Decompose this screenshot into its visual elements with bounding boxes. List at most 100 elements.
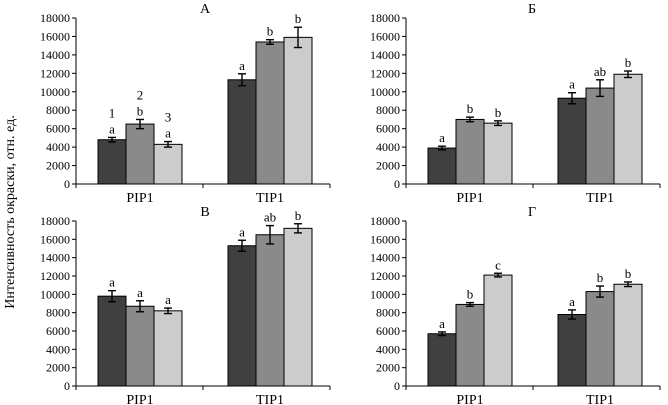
y-tick-label: 8000 xyxy=(46,306,70,320)
x-category-label: TIP1 xyxy=(256,393,284,405)
y-tick-label: 12000 xyxy=(40,269,70,283)
panel-title: А xyxy=(200,2,211,17)
bar xyxy=(153,310,183,387)
significance-label: b xyxy=(137,103,144,118)
bar xyxy=(455,118,485,185)
y-tick-label: 14000 xyxy=(40,48,70,62)
chart-panel-2: Б 0 2000 4000 6000 8000 10000 12000 14000 16000 18… xyxy=(370,2,661,206)
y-tick-label: 18000 xyxy=(370,214,400,228)
y-tick-label: 12000 xyxy=(370,66,400,80)
y-tick-label: 6000 xyxy=(46,324,70,338)
significance-label: ab xyxy=(264,210,276,225)
chart-panel-1: А 0 2000 4000 6000 8000 10000 12000 14000 16000 18… xyxy=(40,2,331,206)
y-tick-label: 10000 xyxy=(370,287,400,301)
bar xyxy=(97,139,127,185)
y-tick-label: 18000 xyxy=(40,214,70,228)
significance-label: a xyxy=(569,294,575,309)
y-tick-label: 18000 xyxy=(40,11,70,25)
y-tick-label: 2000 xyxy=(46,361,70,375)
y-tick-label: 16000 xyxy=(370,29,400,43)
bar xyxy=(255,41,285,185)
significance-label: b xyxy=(267,24,274,39)
y-tick-label: 16000 xyxy=(40,29,70,43)
bar xyxy=(255,234,285,387)
bar xyxy=(427,333,457,387)
series-number-label: 2 xyxy=(137,87,144,102)
y-tick-label: 10000 xyxy=(40,287,70,301)
bar xyxy=(283,227,313,387)
series-number-label: 1 xyxy=(109,105,116,120)
y-tick-label: 6000 xyxy=(376,122,400,136)
y-tick-label: 16000 xyxy=(40,232,70,246)
y-tick-label: 8000 xyxy=(376,306,400,320)
x-category-label: TIP1 xyxy=(586,191,614,206)
y-axis-label: Интенсивность окраски, отн. ед. xyxy=(3,115,18,308)
y-tick-label: 2000 xyxy=(46,159,70,173)
significance-label: b xyxy=(295,11,302,26)
bar xyxy=(585,291,615,387)
significance-label: a xyxy=(569,77,575,92)
y-tick-label: 14000 xyxy=(370,48,400,62)
significance-label: a xyxy=(439,130,445,145)
y-tick-label: 0 xyxy=(64,379,70,393)
significance-label: a xyxy=(439,316,445,331)
bar xyxy=(613,73,643,185)
significance-label: c xyxy=(495,257,501,272)
x-category-label: PIP1 xyxy=(126,393,153,405)
y-tick-label: 16000 xyxy=(370,232,400,246)
bar xyxy=(455,303,485,387)
significance-label: b xyxy=(467,287,474,302)
significance-label: b xyxy=(625,266,632,281)
bar xyxy=(557,97,587,185)
bar xyxy=(483,274,513,387)
significance-label: a xyxy=(165,126,171,141)
y-tick-label: 8000 xyxy=(376,103,400,117)
significance-label: b xyxy=(295,208,302,223)
y-tick-label: 4000 xyxy=(376,342,400,356)
bar xyxy=(97,295,127,387)
y-tick-label: 14000 xyxy=(370,251,400,265)
x-category-label: TIP1 xyxy=(586,393,614,405)
x-category-label: PIP1 xyxy=(126,191,153,206)
bar xyxy=(153,143,183,185)
bar xyxy=(125,123,155,185)
significance-label: b xyxy=(495,105,502,120)
panel-title: Г xyxy=(528,205,536,220)
significance-label: ab xyxy=(594,64,606,79)
series-number-label: 3 xyxy=(165,110,172,125)
significance-label: a xyxy=(239,224,245,239)
panel-title: В xyxy=(200,205,209,220)
significance-label: a xyxy=(109,275,115,290)
y-tick-label: 0 xyxy=(64,177,70,191)
bar xyxy=(483,122,513,185)
y-tick-label: 10000 xyxy=(370,85,400,99)
y-tick-label: 12000 xyxy=(40,66,70,80)
significance-label: a xyxy=(239,58,245,73)
bar xyxy=(613,283,643,387)
x-category-label: PIP1 xyxy=(456,393,483,405)
y-tick-label: 2000 xyxy=(376,159,400,173)
bar xyxy=(125,305,155,387)
significance-label: a xyxy=(109,121,115,136)
y-tick-label: 14000 xyxy=(40,251,70,265)
bar xyxy=(227,245,257,387)
y-tick-label: 6000 xyxy=(376,324,400,338)
y-tick-label: 4000 xyxy=(46,140,70,154)
significance-label: a xyxy=(137,285,143,300)
panel-title: Б xyxy=(528,2,536,17)
y-tick-label: 4000 xyxy=(46,342,70,356)
y-tick-label: 4000 xyxy=(376,140,400,154)
bar xyxy=(427,147,457,185)
x-category-label: PIP1 xyxy=(456,191,483,206)
y-tick-label: 0 xyxy=(394,177,400,191)
y-tick-label: 12000 xyxy=(370,269,400,283)
y-tick-label: 8000 xyxy=(46,103,70,117)
chart-panel-4: Г 0 2000 4000 6000 8000 10000 12000 14000 16000 18… xyxy=(370,205,661,405)
y-tick-label: 0 xyxy=(394,379,400,393)
significance-label: b xyxy=(597,270,604,285)
y-tick-label: 6000 xyxy=(46,122,70,136)
y-tick-label: 10000 xyxy=(40,85,70,99)
significance-label: b xyxy=(625,55,632,70)
bar xyxy=(585,87,615,185)
